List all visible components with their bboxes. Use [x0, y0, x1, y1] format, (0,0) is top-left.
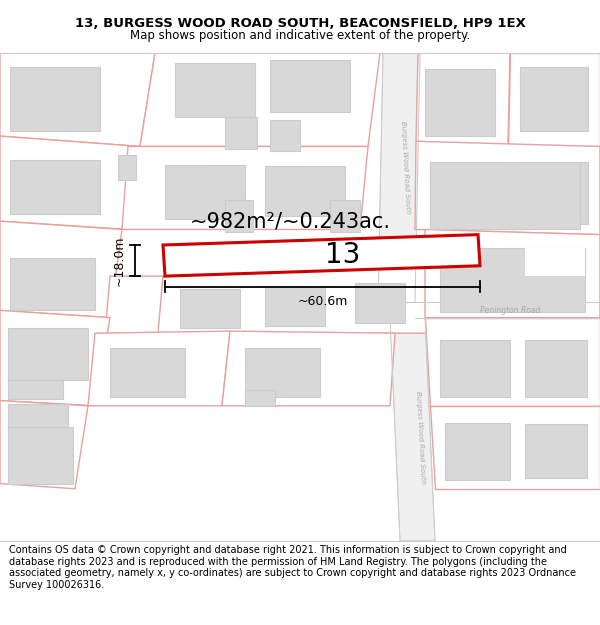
- Text: Map shows position and indicative extent of the property.: Map shows position and indicative extent…: [130, 29, 470, 42]
- Polygon shape: [0, 311, 110, 406]
- Bar: [330, 201, 360, 231]
- Polygon shape: [425, 318, 600, 406]
- Polygon shape: [416, 53, 510, 146]
- Bar: [355, 283, 405, 322]
- Bar: [265, 286, 325, 326]
- Polygon shape: [140, 53, 380, 146]
- Bar: [175, 64, 255, 118]
- Bar: [520, 67, 588, 131]
- Bar: [430, 162, 505, 229]
- Bar: [118, 155, 136, 179]
- Polygon shape: [0, 53, 155, 146]
- Bar: [225, 201, 253, 231]
- Bar: [8, 328, 88, 380]
- Polygon shape: [390, 318, 435, 541]
- Text: Burgess Wood Road South: Burgess Wood Road South: [400, 121, 410, 214]
- Polygon shape: [0, 221, 122, 318]
- Bar: [445, 423, 510, 481]
- Bar: [520, 162, 588, 224]
- Bar: [440, 248, 585, 312]
- Bar: [10, 259, 95, 311]
- Polygon shape: [163, 234, 480, 276]
- Bar: [10, 160, 100, 214]
- Polygon shape: [378, 53, 420, 302]
- Bar: [8, 380, 63, 399]
- Polygon shape: [508, 53, 600, 146]
- Bar: [440, 341, 510, 398]
- Bar: [8, 426, 73, 484]
- Text: ~60.6m: ~60.6m: [298, 294, 347, 308]
- Bar: [180, 289, 240, 328]
- Polygon shape: [0, 136, 140, 229]
- Text: ~982m²/~0.243ac.: ~982m²/~0.243ac.: [190, 211, 391, 231]
- Bar: [245, 390, 275, 406]
- Polygon shape: [222, 331, 395, 406]
- Bar: [525, 424, 587, 478]
- Bar: [270, 61, 350, 112]
- Text: 13, BURGESS WOOD ROAD SOUTH, BEACONSFIELD, HP9 1EX: 13, BURGESS WOOD ROAD SOUTH, BEACONSFIEL…: [74, 18, 526, 30]
- Text: ~18.0m: ~18.0m: [113, 236, 125, 286]
- Bar: [400, 237, 460, 268]
- Bar: [430, 162, 580, 229]
- Bar: [525, 341, 587, 398]
- Bar: [525, 248, 585, 276]
- Text: Burgess Wood Road South: Burgess Wood Road South: [415, 390, 425, 484]
- Text: Penington Road: Penington Road: [480, 306, 540, 315]
- Bar: [10, 67, 100, 131]
- Bar: [8, 404, 68, 426]
- Bar: [270, 119, 300, 151]
- Polygon shape: [88, 331, 230, 406]
- Polygon shape: [425, 229, 600, 318]
- Polygon shape: [430, 406, 600, 489]
- Text: 13: 13: [325, 241, 360, 269]
- Polygon shape: [158, 266, 478, 333]
- Polygon shape: [0, 401, 88, 489]
- Bar: [245, 348, 320, 398]
- Polygon shape: [105, 276, 163, 333]
- Bar: [225, 118, 257, 149]
- Bar: [265, 166, 345, 216]
- Polygon shape: [415, 141, 600, 234]
- Bar: [425, 69, 495, 136]
- Polygon shape: [122, 146, 368, 229]
- Bar: [165, 165, 245, 219]
- Bar: [110, 348, 185, 398]
- Polygon shape: [378, 302, 600, 318]
- Text: Contains OS data © Crown copyright and database right 2021. This information is : Contains OS data © Crown copyright and d…: [9, 545, 576, 590]
